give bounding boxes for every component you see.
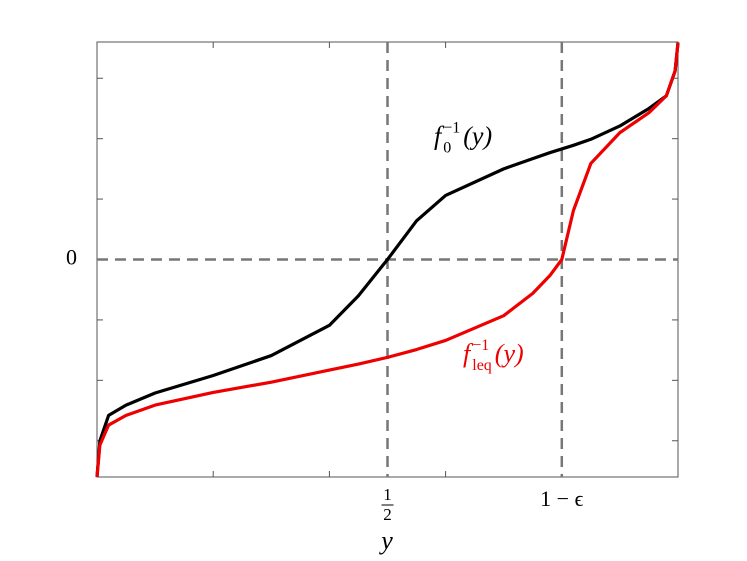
y-tick-label: 0 xyxy=(66,245,77,270)
label-base: f xyxy=(434,122,445,151)
label-sup: −1 xyxy=(443,119,460,136)
label-base: f xyxy=(463,339,474,368)
label-sub: leq xyxy=(472,357,492,374)
label-arg: (y) xyxy=(495,339,524,368)
x-axis-label: y xyxy=(378,526,393,555)
curve-label: f 0 −1 (y) xyxy=(434,119,492,156)
label-sup: −1 xyxy=(472,337,489,354)
label-sub: 0 xyxy=(443,139,451,156)
line xyxy=(95,42,680,478)
curve-label: f leq −1 (y) xyxy=(463,337,524,374)
x-tick-label: 1 − ϵ xyxy=(540,486,583,511)
label-arg: (y) xyxy=(463,122,492,151)
line xyxy=(95,42,680,478)
